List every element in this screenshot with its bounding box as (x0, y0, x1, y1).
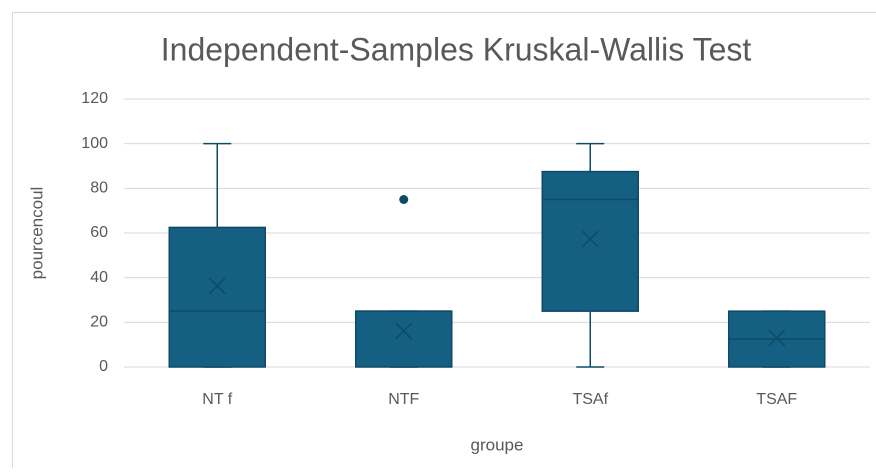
y-tick-label: 100 (81, 135, 108, 152)
box (542, 172, 638, 312)
y-tick-label: 60 (90, 224, 108, 241)
box (169, 227, 265, 367)
outlier (399, 195, 408, 204)
box (356, 311, 452, 367)
x-tick-label: NTF (388, 391, 419, 408)
x-axis-label: groupe (471, 435, 524, 454)
x-tick-label: TSAF (756, 391, 797, 408)
y-axis-label: pourcencoul (27, 187, 46, 280)
y-tick-label: 40 (90, 269, 108, 286)
y-tick-label: 20 (90, 314, 108, 331)
y-tick-label: 120 (81, 90, 108, 107)
chart-frame (13, 13, 876, 469)
y-tick-label: 80 (90, 180, 108, 197)
y-tick-label: 0 (99, 358, 108, 375)
x-tick-label: NT f (202, 391, 232, 408)
chart-title: Independent-Samples Kruskal-Wallis Test (161, 31, 752, 67)
x-tick-label: TSAf (572, 391, 608, 408)
